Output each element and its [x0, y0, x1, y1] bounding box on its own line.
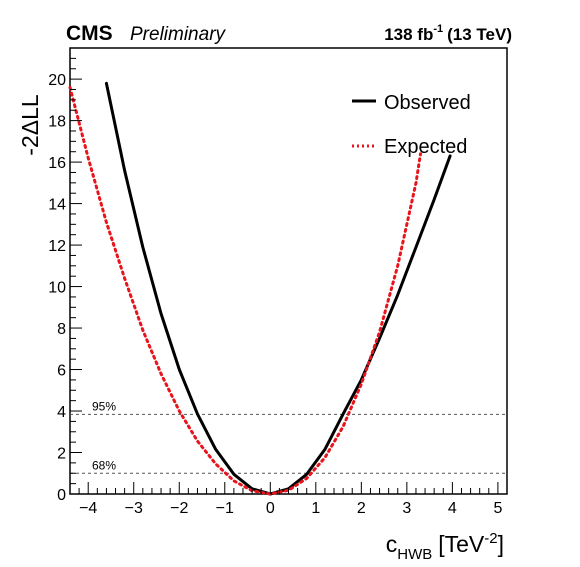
x-tick-label: 5 [493, 500, 502, 517]
x-tick-label: 2 [357, 500, 366, 517]
x-axis-label-main: c [386, 531, 398, 557]
x-tick-label: 3 [402, 500, 411, 517]
threshold-label-1: 68% [92, 458, 116, 472]
y-tick-label: 16 [48, 155, 66, 172]
x-tick-label: 0 [266, 500, 275, 517]
y-axis-label: -2ΔLL [17, 94, 43, 156]
x-axis-label-sub: HWB [397, 546, 432, 563]
threshold-label-0: 95% [92, 399, 116, 413]
y-tick-label: 4 [57, 404, 66, 421]
x-tick-label: 4 [448, 500, 457, 517]
luminosity-value: 138 fb [384, 25, 433, 44]
y-tick-label: 10 [48, 280, 66, 297]
x-tick-label: −3 [125, 500, 143, 517]
legend-observed-label: Observed [384, 92, 471, 114]
x-axis-label-unit-close: ] [498, 531, 504, 557]
y-tick-label: 6 [57, 363, 66, 380]
y-tick-label: 8 [57, 321, 66, 338]
y-tick-label: 20 [48, 72, 66, 89]
legend: Observed Expected [352, 92, 471, 158]
x-tick-label: −2 [170, 500, 188, 517]
y-tick-label: 14 [48, 197, 66, 214]
preliminary-label: Preliminary [130, 24, 227, 45]
legend-expected-label: Expected [384, 136, 467, 158]
experiment-label: CMS [66, 22, 113, 45]
luminosity-label: 138 fb-1 (13 TeV) [384, 23, 512, 44]
y-tick-label: 12 [48, 238, 66, 255]
x-tick-label: −4 [79, 500, 97, 517]
y-tick-label: 2 [57, 446, 66, 463]
series-expected-line [68, 85, 422, 496]
x-axis-label: cHWB [TeV-2] [386, 530, 504, 563]
threshold-lines: 95% 68% [70, 399, 507, 474]
plot-frame [69, 47, 508, 495]
y-tick-label: 18 [48, 114, 66, 131]
y-tick-label: 0 [57, 487, 66, 504]
luminosity-exponent: -1 [433, 23, 443, 35]
x-axis-label-unit: [TeV [438, 531, 485, 557]
x-tick-label: −1 [216, 500, 234, 517]
energy-label: (13 TeV) [447, 25, 512, 44]
x-axis-label-unit-exp: -2 [484, 530, 497, 547]
x-tick-label: 1 [311, 500, 320, 517]
